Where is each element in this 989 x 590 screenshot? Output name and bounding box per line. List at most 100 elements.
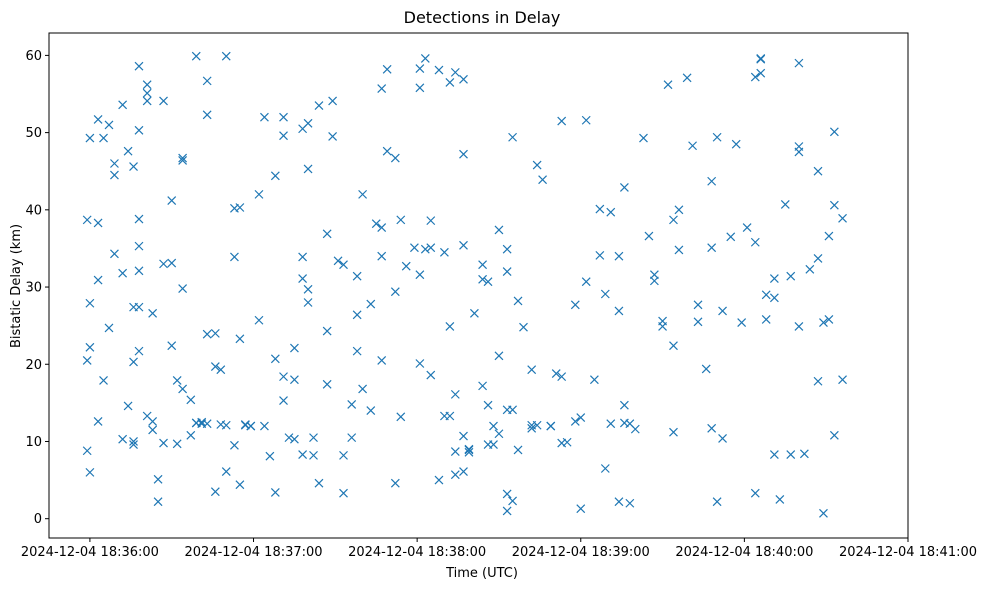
data-point [85,133,95,143]
data-point [625,498,635,508]
data-point [600,289,610,299]
data-point [118,100,128,110]
data-point [478,260,488,270]
data-point [153,474,163,484]
data-point [254,189,264,199]
data-point [415,270,425,280]
data-point [513,445,523,455]
data-point [309,433,318,443]
data-point [576,504,586,514]
data-point [576,413,586,422]
data-point [401,261,411,271]
data-point [390,287,400,297]
data-point [358,189,368,199]
data-point [366,299,376,309]
data-point [254,315,264,325]
data-point [303,284,313,294]
data-point [352,310,362,320]
data-point [93,218,103,228]
data-point [333,256,343,266]
data-point [322,326,332,336]
data-point [104,120,114,130]
data-point [270,488,280,497]
data-point [142,88,152,98]
data-point [439,247,449,257]
data-point [129,437,138,446]
data-point [93,115,103,124]
data-point [298,450,308,460]
data-point [415,83,425,93]
data-point [279,396,288,405]
data-point [701,364,711,374]
data-point [230,440,239,450]
data-point [352,271,362,281]
data-point [614,497,624,507]
data-point [644,231,654,241]
data-point [159,96,168,106]
data-point [178,155,188,165]
data-point [420,244,430,254]
y-tick-label: 50 [25,126,42,141]
data-point [459,149,468,159]
data-point [829,430,839,440]
data-point [279,372,288,382]
data-point [178,284,188,294]
data-point [178,384,188,394]
data-point [707,176,717,186]
data-point [426,370,436,380]
data-point [93,275,103,285]
data-point [82,355,92,365]
data-point [450,67,460,77]
data-point [707,423,717,433]
data-point [328,96,338,106]
data-point [527,423,537,433]
data-point [148,425,158,435]
data-point [775,494,785,504]
data-point [674,245,684,255]
data-point [786,450,796,460]
data-point [502,506,512,516]
data-point [813,254,823,263]
data-point [769,274,779,283]
x-tick-label: 2024-12-04 18:40:00 [675,545,813,560]
data-point [450,447,460,456]
data-point [494,225,504,235]
data-point [658,322,667,331]
data-point [390,153,400,163]
data-point [445,411,455,421]
data-point [693,300,703,310]
data-point [688,141,697,151]
data-point [303,118,313,128]
data-point [513,296,523,306]
data-point [148,308,158,318]
data-point [546,421,556,431]
data-point [813,376,823,386]
data-point [415,64,425,73]
data-point [502,244,512,254]
data-point [210,328,220,338]
data-point [581,277,591,287]
data-point [819,508,828,518]
data-point [459,240,468,250]
data-point [339,450,348,460]
data-point [202,76,212,86]
data-point [298,252,308,262]
data-point [483,277,493,287]
data-point [396,215,406,225]
data-point [731,139,741,149]
data-point [298,274,308,283]
data-point [669,427,678,437]
data-point [142,96,152,106]
x-axis: 2024-12-04 18:36:00 2024-12-04 18:37:00 20… [21,538,977,560]
data-point [570,300,580,310]
data-point [502,267,512,277]
data-point [829,200,839,210]
data-point [669,341,678,351]
data-point [265,451,275,461]
plot-area [82,51,847,518]
data-point [134,302,144,312]
data-point [557,372,567,382]
x-axis-label: Time (UTC) [445,566,518,581]
data-point [737,318,747,327]
